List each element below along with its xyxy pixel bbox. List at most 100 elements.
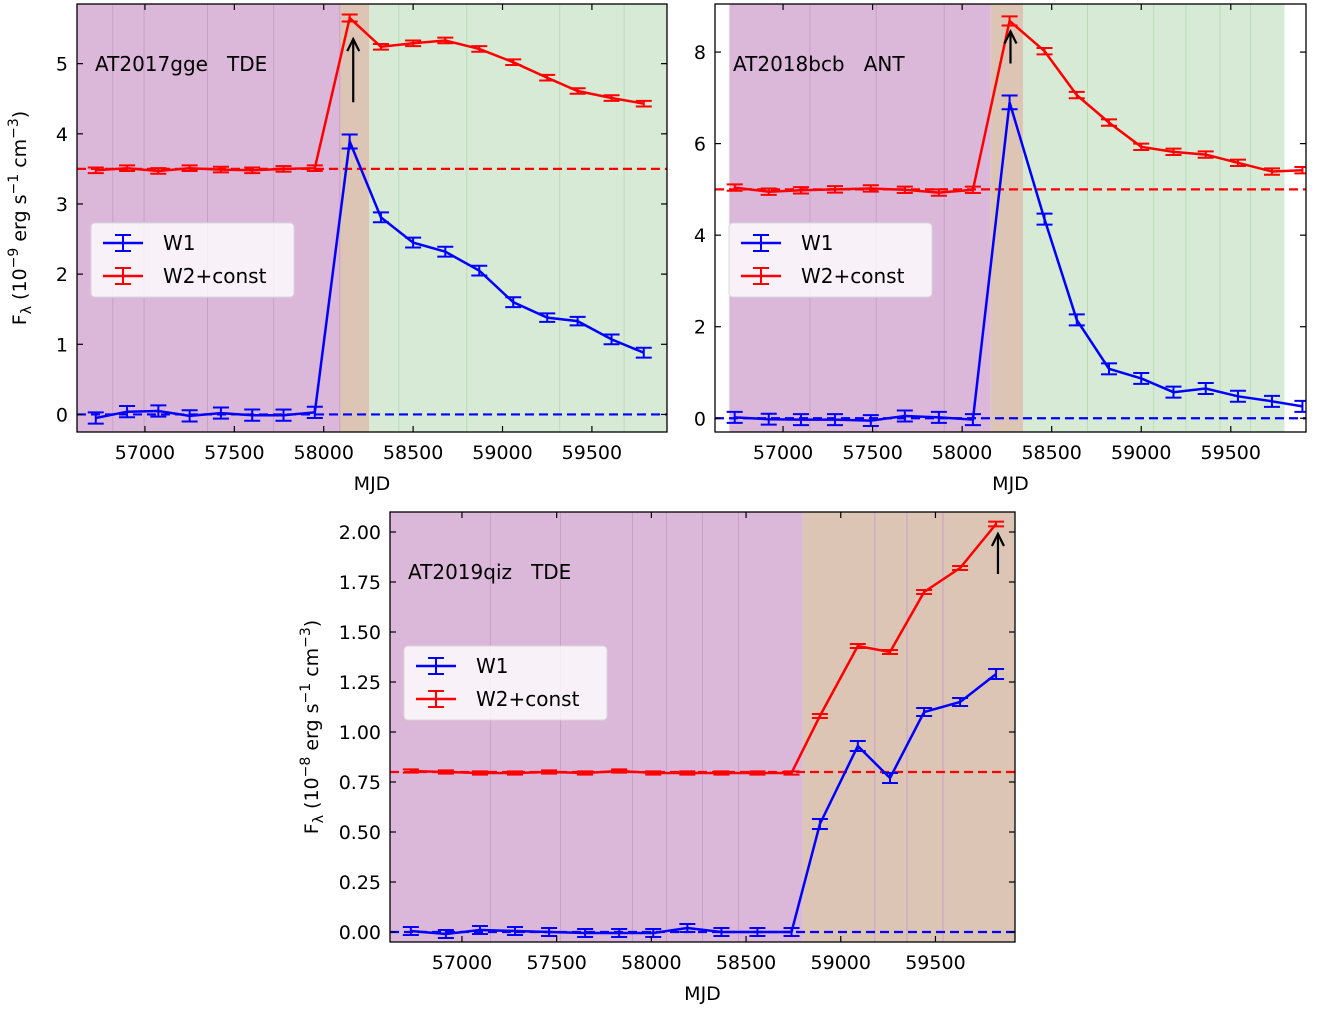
data-point bbox=[679, 923, 696, 933]
x-tick-label: 57000 bbox=[115, 442, 175, 464]
data-point bbox=[1165, 385, 1182, 399]
legend-label: W1 bbox=[476, 654, 509, 678]
data-point bbox=[1101, 362, 1117, 376]
axes-frame bbox=[389, 511, 1016, 943]
data-point bbox=[713, 927, 730, 937]
y-tick-label: 0 bbox=[56, 404, 68, 426]
shaded-band-1 bbox=[339, 4, 370, 432]
data-point bbox=[964, 185, 981, 195]
data-point bbox=[1001, 15, 1018, 27]
y-tick-label: 1 bbox=[56, 334, 68, 356]
data-point bbox=[405, 236, 422, 249]
x-tick-label: 57500 bbox=[526, 952, 586, 974]
data-point bbox=[1229, 389, 1246, 403]
data-point bbox=[1229, 158, 1246, 168]
data-point bbox=[437, 245, 454, 258]
data-point bbox=[749, 927, 766, 937]
data-point bbox=[988, 520, 1005, 528]
data-point bbox=[1197, 382, 1214, 396]
x-tick-label: 59000 bbox=[811, 952, 871, 974]
data-point bbox=[849, 740, 866, 752]
data-point bbox=[930, 410, 947, 424]
y-axis-label-part: −3 bbox=[298, 627, 314, 648]
data-point bbox=[402, 926, 419, 936]
x-axis-label: MJD bbox=[992, 473, 1029, 495]
data-point bbox=[713, 770, 730, 776]
data-point bbox=[507, 770, 523, 776]
y-axis-label-part: ) bbox=[9, 111, 31, 118]
data-point bbox=[1133, 371, 1150, 385]
y-tick-label: 2 bbox=[56, 264, 68, 286]
data-point bbox=[405, 39, 422, 48]
data-point bbox=[275, 408, 292, 422]
y-axis-label-part: −8 bbox=[298, 757, 314, 778]
legend: W1 W2+const bbox=[403, 645, 608, 721]
y-tick-label: 4 bbox=[56, 124, 68, 146]
y-tick-label: 2.00 bbox=[339, 522, 381, 544]
data-point bbox=[811, 818, 828, 830]
data-point bbox=[635, 99, 652, 108]
y-tick-label: 1.50 bbox=[339, 622, 381, 644]
y-tick-label: 1.75 bbox=[339, 572, 381, 594]
data-point bbox=[635, 346, 652, 359]
legend-label: W2+const bbox=[476, 687, 580, 711]
data-point bbox=[87, 166, 104, 175]
data-point bbox=[212, 165, 229, 174]
plot-area bbox=[77, 4, 667, 432]
data-point bbox=[679, 770, 696, 776]
data-point bbox=[1036, 212, 1053, 226]
y-axis-label-part: λ bbox=[19, 306, 35, 314]
y-tick-label: 6 bbox=[694, 134, 706, 156]
data-point bbox=[862, 414, 879, 428]
data-point bbox=[952, 697, 969, 707]
x-tick-label: 57000 bbox=[753, 442, 813, 464]
y-tick-label: 0.50 bbox=[339, 822, 381, 844]
legend-label: W2+const bbox=[163, 264, 267, 288]
data-point bbox=[826, 413, 843, 427]
y-axis-label: Fλ (10−9 erg s−1 cm−3) bbox=[6, 111, 35, 325]
y-tick-label: 1.00 bbox=[339, 722, 381, 744]
legend-box bbox=[728, 222, 933, 298]
x-axis-label: MJD bbox=[684, 983, 721, 1005]
object-label: AT2018bcb ANT bbox=[733, 52, 905, 76]
y-tick-label: 0.75 bbox=[339, 772, 381, 794]
y-axis-label-part: −3 bbox=[6, 118, 22, 139]
object-label: AT2017gge TDE bbox=[95, 52, 267, 76]
plot-area bbox=[390, 512, 1015, 942]
y-axis-label-part: F bbox=[301, 823, 323, 834]
y-axis-label-part: erg s bbox=[9, 194, 31, 247]
data-point bbox=[539, 73, 556, 82]
data-point bbox=[930, 188, 947, 197]
data-point bbox=[760, 412, 777, 426]
y-axis-label-part: λ bbox=[311, 815, 327, 823]
data-point bbox=[1263, 167, 1280, 176]
data-point bbox=[726, 183, 743, 192]
data-point bbox=[471, 925, 488, 935]
y-tick-label: 3 bbox=[56, 194, 68, 216]
series-line-w1 bbox=[734, 102, 1303, 422]
x-axis-label: MJD bbox=[354, 473, 391, 495]
data-point bbox=[244, 166, 261, 175]
data-point bbox=[577, 770, 594, 776]
data-point bbox=[1133, 142, 1150, 152]
data-point bbox=[1101, 118, 1117, 127]
plot-area bbox=[715, 4, 1306, 432]
data-point bbox=[916, 589, 933, 595]
data-point bbox=[306, 164, 323, 172]
y-axis-label-part: cm bbox=[301, 648, 323, 683]
data-point bbox=[1294, 165, 1306, 175]
data-point bbox=[87, 411, 104, 425]
data-point bbox=[505, 58, 522, 67]
shaded-band-0 bbox=[390, 512, 803, 942]
y-tick-label: 4 bbox=[694, 225, 706, 247]
data-point bbox=[611, 928, 628, 938]
data-point bbox=[569, 87, 586, 95]
data-point bbox=[505, 296, 522, 309]
data-point bbox=[244, 408, 261, 422]
shaded-band-0 bbox=[729, 4, 991, 432]
data-point bbox=[783, 770, 800, 776]
data-point bbox=[402, 768, 419, 774]
data-point bbox=[150, 167, 167, 175]
data-point bbox=[749, 770, 766, 776]
data-point bbox=[882, 649, 898, 655]
